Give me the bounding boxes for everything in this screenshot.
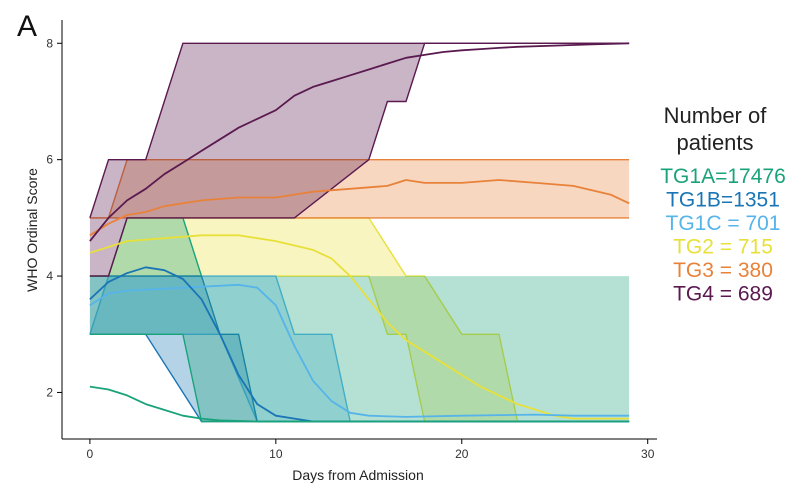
legend-title-line-1: Number of	[664, 103, 768, 128]
band-tg2	[89, 217, 630, 422]
x-tick-label-30: 30	[641, 447, 655, 461]
band-lower-tg1a	[89, 333, 630, 423]
y-tick-label-4: 4	[46, 269, 53, 283]
x-tick-label-20: 20	[455, 447, 469, 461]
mean-line-tg1b	[89, 266, 630, 423]
legend-entry-tg2: TG2 = 715	[673, 236, 773, 259]
band-upper-tg3	[89, 158, 630, 219]
mean-line-tg1c	[89, 283, 630, 418]
band-tg1a	[89, 217, 630, 422]
mean-line-tg2	[89, 234, 630, 420]
legend-entry-tg3: TG3 = 380	[673, 259, 773, 282]
legend-entry-tg1a: TG1A=17476	[660, 165, 786, 188]
y-tick-label-2: 2	[46, 385, 53, 399]
mean-line-tg3	[89, 179, 630, 237]
legend-entry-tg4: TG4 = 689	[673, 283, 773, 306]
y-tick-label-6: 6	[46, 153, 53, 167]
y-axis-title: WHO Ordinal Score	[24, 168, 40, 292]
band-lower-tg4	[89, 42, 630, 277]
x-tick-label-0: 0	[87, 447, 94, 461]
legend: Number of patients TG1A=17476TG1B=1351TG…	[660, 103, 786, 306]
mean-line-tg1a	[89, 385, 630, 423]
legend-entry-tg1b: TG1B=1351	[666, 189, 780, 212]
legend-title-line-2: patients	[676, 130, 753, 155]
legend-entry-tg1c: TG1C = 701	[666, 212, 781, 235]
band-upper-tg4	[89, 42, 630, 219]
band-tg1c	[89, 276, 630, 422]
mean-line-tg4	[89, 42, 630, 242]
y-ticks: 2 4 6 8	[46, 36, 62, 399]
x-ticks: 0 10 20 30	[87, 439, 655, 461]
x-axis-title: Days from Admission	[292, 467, 423, 483]
panel-label: A	[17, 10, 37, 43]
x-tick-label-10: 10	[269, 447, 283, 461]
confidence-bands	[89, 42, 630, 423]
y-tick-label-8: 8	[46, 36, 53, 50]
mean-lines	[89, 42, 630, 423]
band-tg1b	[89, 276, 630, 422]
